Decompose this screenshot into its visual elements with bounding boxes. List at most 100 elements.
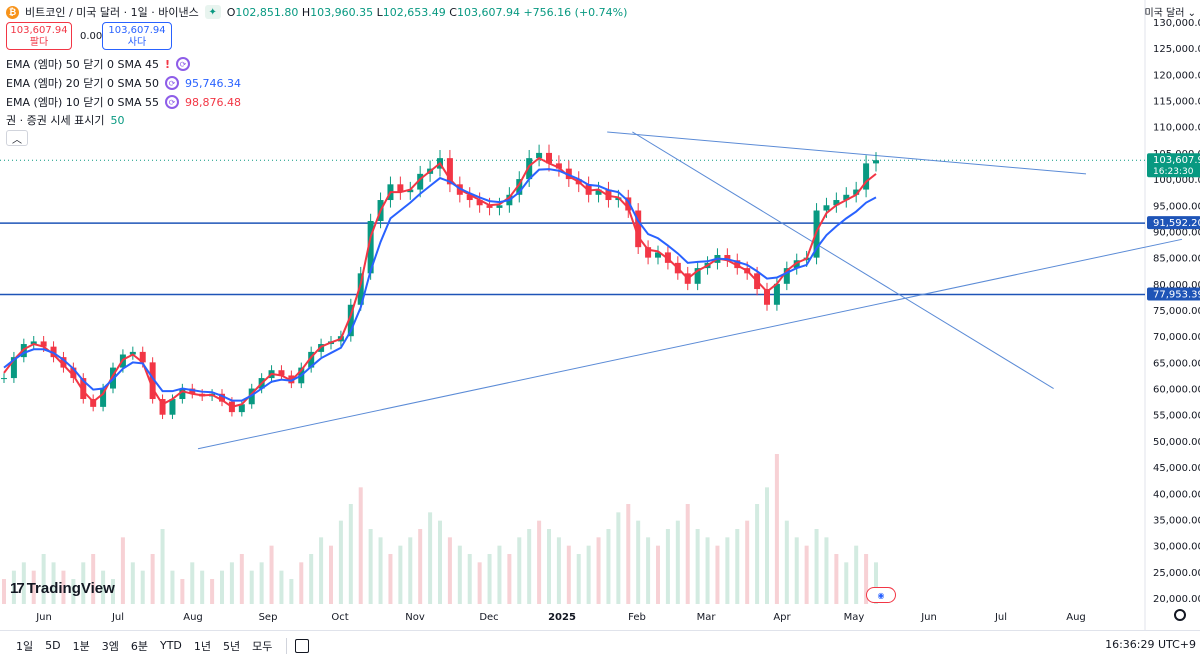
y-tick-label: 20,000.00 [1153,594,1200,605]
candle-body [90,399,97,407]
warning-icon[interactable]: ! [165,57,171,71]
candle-body [149,362,156,400]
candle-body [367,220,374,274]
volume-bar [547,529,551,604]
volume-bar [794,537,799,604]
x-tick-label: Feb [628,612,646,623]
range-button-5d[interactable]: 5D [45,639,61,652]
candle-body [347,304,354,337]
candle-body [357,273,364,305]
refresh-icon[interactable]: ⟳ [165,95,179,109]
volume-bar [447,537,452,604]
tradingview-logo[interactable]: 17 TradingView [10,580,115,597]
indicator-ema50[interactable]: EMA (엠마) 50 닫기 0 SMA 45 ! ⟳ [6,56,191,72]
volume-bar [586,545,591,604]
volume-bar [814,529,819,604]
candle-body [764,289,770,305]
candle-body [496,205,503,208]
trend-line [607,131,1087,175]
currency-selector[interactable]: 미국 달러 ⌄ [1144,8,1196,19]
volume-bar [725,537,730,604]
high-value: 103,960.35 [310,5,374,19]
symbol-header: ₿ 비트코인 / 미국 달러 · 1일 · 바이낸스 ✦ O102,851.80… [6,4,627,20]
candle-body [466,194,473,201]
x-tick-label: 2025 [548,612,576,623]
sell-label: 팔다 [29,37,49,48]
candle-body [70,367,77,379]
volume-bar [715,545,720,604]
volume-bar [606,529,611,604]
volume-bar [11,570,16,604]
volume-bar [91,554,96,604]
volume-bar [319,537,324,604]
y-tick-label: 95,000.00 [1153,201,1200,212]
range-button-1d[interactable]: 1일 [16,639,34,653]
candle-body [60,357,67,368]
candle-body [446,158,453,185]
y-tick-label: 60,000.00 [1153,385,1200,396]
buy-button[interactable]: 103,607.94 사다 [102,22,172,50]
price-axis: 130,000.00 125,000.00 120,000.00 115,000.00… [1153,18,1200,605]
volume-bar [874,562,878,604]
range-button-3m[interactable]: 3엠 [101,639,119,653]
volume-bar [229,562,234,604]
x-tick-label: Oct [331,612,348,623]
candle-body [694,268,701,284]
trend-line [632,131,1054,389]
y-tick-label: 85,000.00 [1153,254,1200,265]
candle-body [80,378,87,400]
volume-bar [249,570,254,604]
horizontal-levels [0,159,1145,296]
refresh-icon[interactable]: ⟳ [176,57,191,71]
volume-bar [368,529,373,604]
symbol-title[interactable]: 비트코인 / 미국 달러 · 1일 · 바이낸스 [25,6,199,19]
candle-body [308,351,315,368]
volume-bar [804,545,809,604]
refresh-icon[interactable]: ⟳ [165,76,179,90]
volume-bar [527,529,532,604]
indicator-label: EMA (엠마) 50 닫기 0 SMA 45 [6,58,159,71]
ema-10-line [3,156,877,408]
x-tick-label: Aug [1066,612,1086,623]
gear-icon[interactable] [1174,609,1186,621]
range-button-6m[interactable]: 6분 [130,639,148,653]
range-button-1m[interactable]: 1분 [72,639,90,653]
y-tick-label: 35,000.00 [1153,515,1200,526]
trend-lines [197,131,1183,450]
market-indicator[interactable]: 권 · 증권 시세 표시기 50 [6,112,124,128]
candle-body [734,260,741,269]
chevron-up-icon: ︿ [12,134,22,146]
volume-bar [358,487,363,604]
volume-bar [210,579,215,604]
range-button-all[interactable]: 모두 [252,639,273,653]
range-button-5y[interactable]: 5년 [223,639,241,653]
us-flag-icon[interactable]: ◉ [866,587,896,603]
indicator-ema20[interactable]: EMA (엠마) 20 닫기 0 SMA 50 ⟳ 95,746.34 [6,75,241,91]
calendar-icon[interactable] [295,638,310,653]
volume-bar [854,545,859,604]
range-button-1y[interactable]: 1년 [193,639,212,653]
range-button-ytd[interactable]: YTD [159,639,182,652]
candle-body [189,388,196,394]
candle-body [853,189,860,195]
collapse-legend-button[interactable]: ︿ [6,130,28,146]
candle-body [139,351,146,363]
buy-label: 사다 [127,37,147,48]
candle-body [793,260,800,269]
market-indicator-value: 50 [110,113,125,127]
sell-button[interactable]: 103,607.94 팔다 [6,22,72,50]
y-tick-label: 45,000.00 [1153,463,1200,474]
price-tag-label: 77,953.39 [1153,290,1200,301]
price-tag [1147,287,1200,301]
volume-bar [71,579,76,604]
volume-bar [646,537,651,604]
volume-bar [31,570,36,604]
spread-value: 0.00 [80,31,103,42]
candle-body [546,152,552,164]
candle-body [159,399,166,415]
flag-icon[interactable]: ✦ [204,5,221,19]
volume-bar [269,545,274,604]
indicator-ema10[interactable]: EMA (엠마) 10 닫기 0 SMA 55 ⟳ 98,876.48 [6,94,241,110]
volume-bar [705,537,710,604]
